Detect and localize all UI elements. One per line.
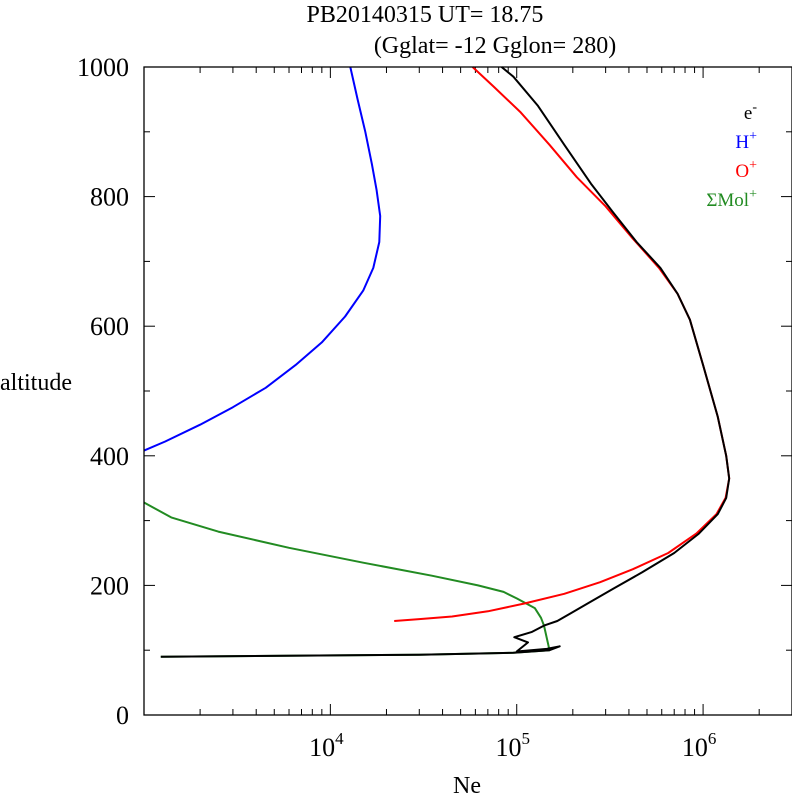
legend-entry: O+ [735, 158, 757, 182]
legend-entry: ΣMol+ [706, 187, 757, 211]
plot-frame [143, 66, 792, 716]
y-tick-label: 400 [90, 442, 129, 471]
chart-title-line1: PB20140315 UT= 18.75 [307, 2, 544, 28]
series-line-0 [160, 66, 731, 658]
axis-ticks [144, 66, 792, 716]
x-axis-title: Ne [453, 773, 481, 796]
x-tick-label: 106 [682, 729, 717, 762]
axis-tick-labels: 0 200 400 600 800 1000 104 105 106 [77, 53, 716, 762]
data-series [143, 66, 731, 658]
chart-title-line2: (Gglat= -12 Gglon= 280) [374, 33, 616, 59]
x-tick-label: 104 [309, 729, 344, 762]
legend-entry: H+ [735, 129, 757, 153]
legend: e- H+ O+ ΣMol+ [706, 100, 757, 211]
legend-entry: e- [744, 100, 757, 124]
y-axis-title: altitude [0, 370, 72, 396]
y-tick-label: 800 [90, 183, 129, 212]
x-tick-label: 105 [495, 729, 530, 762]
y-tick-label: 600 [90, 312, 129, 341]
series-line-1 [143, 66, 382, 452]
y-tick-label: 1000 [77, 53, 129, 82]
y-tick-label: 0 [116, 701, 129, 730]
series-line-2 [394, 66, 731, 622]
y-tick-label: 200 [90, 571, 129, 600]
series-line-3 [143, 501, 551, 658]
